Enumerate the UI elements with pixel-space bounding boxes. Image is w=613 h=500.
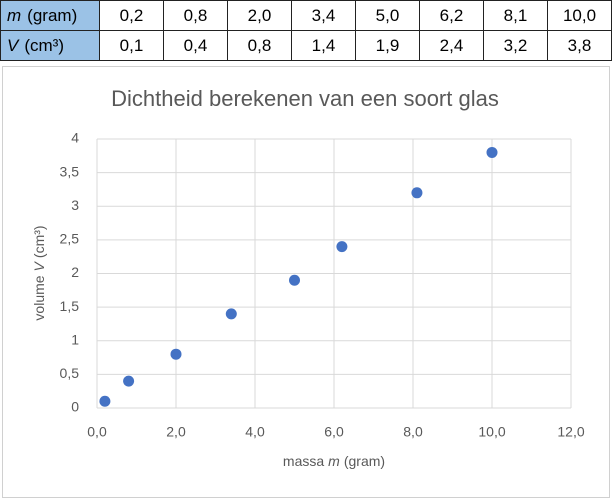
y-axis-label-part: V bbox=[31, 260, 47, 271]
y-axis-label: volume V (cm³) bbox=[31, 225, 47, 320]
chart-border bbox=[2, 66, 610, 498]
x-axis-label-part: massa bbox=[283, 453, 324, 469]
x-axis-label: massa m (gram) bbox=[283, 453, 385, 469]
point bbox=[123, 375, 135, 387]
x-tick-label: 2,0 bbox=[166, 424, 186, 440]
table-cell: 1,4 bbox=[291, 30, 356, 61]
y-tick-label: 0,5 bbox=[60, 365, 80, 381]
chart-title: Dichtheid berekenen van een soort glas bbox=[111, 86, 499, 111]
point bbox=[225, 308, 237, 320]
row-label: V (cm³) bbox=[0, 30, 100, 61]
table-cell: 5,0 bbox=[355, 0, 420, 31]
x-tick-label: 0,0 bbox=[87, 424, 107, 440]
y-tick-label: 2 bbox=[71, 264, 79, 280]
y-tick-label: 1 bbox=[71, 331, 79, 347]
x-axis-label-part: (gram) bbox=[344, 453, 385, 469]
point bbox=[411, 187, 423, 199]
y-tick-label: 2,5 bbox=[60, 231, 80, 247]
row-symbol: m bbox=[7, 5, 22, 25]
y-axis-label-part: (cm³) bbox=[31, 225, 47, 258]
table-cell: 6,2 bbox=[419, 0, 484, 31]
table-cell: 2,0 bbox=[227, 0, 292, 31]
data-table: m (gram) 0,2 0,8 2,0 3,4 5,0 6,2 8,1 10,0 V (cm³) 0,… bbox=[0, 0, 612, 61]
x-axis-label-part: m bbox=[328, 453, 340, 469]
table-row: m (gram) 0,2 0,8 2,0 3,4 5,0 6,2 8,1 10,0 bbox=[0, 0, 612, 31]
point bbox=[99, 395, 111, 407]
point bbox=[170, 348, 182, 360]
row-unit: (cm³) bbox=[24, 35, 64, 55]
table-cell: 1,9 bbox=[355, 30, 420, 61]
table-row: V (cm³) 0,1 0,4 0,8 1,4 1,9 2,4 3,2 3,8 bbox=[0, 30, 612, 61]
row-label: m (gram) bbox=[0, 0, 100, 31]
table-cell: 10,0 bbox=[547, 0, 612, 31]
table-cell: 0,8 bbox=[227, 30, 292, 61]
point bbox=[486, 146, 498, 158]
row-symbol: V bbox=[7, 35, 19, 55]
x-tick-label: 10,0 bbox=[478, 424, 505, 440]
y-axis-label-part: volume bbox=[31, 275, 47, 320]
x-tick-label: 12,0 bbox=[557, 424, 584, 440]
y-tick-label: 1,5 bbox=[60, 298, 80, 314]
table-cell: 3,8 bbox=[547, 30, 612, 61]
x-tick-label: 4,0 bbox=[245, 424, 265, 440]
y-tick-label: 3,5 bbox=[60, 163, 80, 179]
point bbox=[289, 274, 300, 286]
y-tick-label: 4 bbox=[71, 130, 79, 146]
x-tick-label: 8,0 bbox=[403, 424, 423, 440]
y-tick-label: 0 bbox=[71, 399, 79, 415]
table-cell: 3,4 bbox=[291, 0, 356, 31]
table-cell: 2,4 bbox=[419, 30, 484, 61]
row-unit: (gram) bbox=[27, 5, 78, 25]
y-tick-label: 3 bbox=[71, 197, 79, 213]
point bbox=[336, 241, 348, 253]
x-tick-label: 6,0 bbox=[324, 424, 344, 440]
table-cell: 0,1 bbox=[99, 30, 164, 61]
